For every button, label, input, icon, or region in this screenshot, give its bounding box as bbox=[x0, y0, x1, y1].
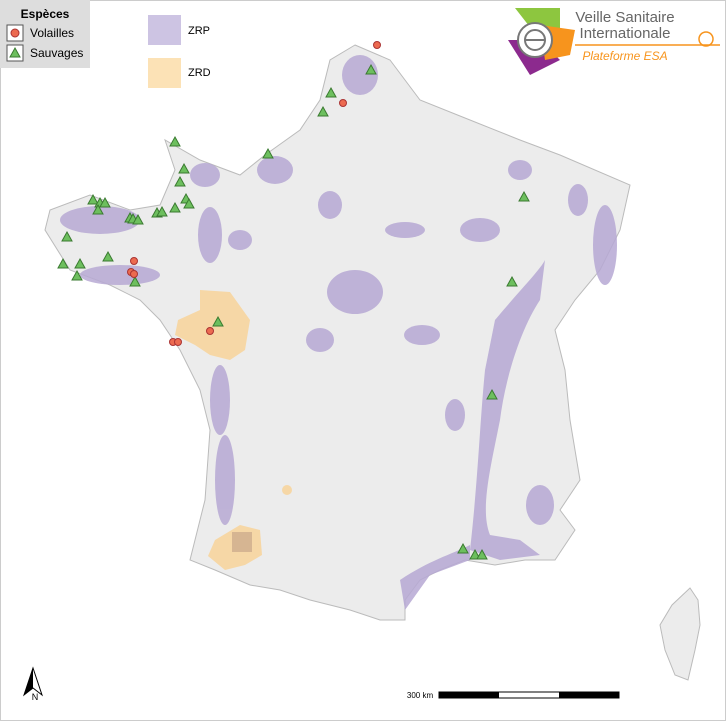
wild-bird-marker bbox=[87, 193, 99, 205]
wild-bird-marker bbox=[57, 257, 69, 269]
wild-bird-marker bbox=[518, 190, 530, 202]
zone-label: ZRP bbox=[188, 25, 210, 37]
wild-bird-marker bbox=[317, 105, 329, 117]
wild-bird-marker bbox=[156, 205, 168, 217]
wild-bird-marker bbox=[174, 175, 186, 187]
wild-bird-marker bbox=[183, 197, 195, 209]
overlap bbox=[232, 532, 252, 552]
wild-bird-marker bbox=[129, 275, 141, 287]
scale-bar bbox=[559, 692, 619, 698]
wild-bird-marker bbox=[71, 269, 83, 281]
logo-text: Internationale bbox=[580, 25, 671, 42]
wild-bird-marker bbox=[486, 388, 498, 400]
wild-bird-marker bbox=[74, 257, 86, 269]
poultry-marker bbox=[130, 270, 138, 278]
wild-bird-marker bbox=[476, 548, 488, 560]
legend-icon bbox=[10, 28, 20, 38]
wild-bird-marker bbox=[506, 275, 518, 287]
wild-bird-marker bbox=[365, 63, 377, 75]
wild-bird-marker bbox=[178, 162, 190, 174]
wild-bird-marker bbox=[457, 542, 469, 554]
wild-bird-marker bbox=[99, 196, 111, 208]
zone-swatch bbox=[148, 58, 181, 88]
zrp-zones bbox=[60, 55, 617, 610]
wild-bird-marker bbox=[212, 315, 224, 327]
legend-label: Sauvages bbox=[30, 46, 83, 60]
poultry-marker bbox=[206, 327, 214, 335]
wild-bird-marker bbox=[132, 213, 144, 225]
legend-title: Espèces bbox=[21, 7, 70, 21]
logo-text: Plateforme ESA bbox=[582, 49, 667, 63]
wild-bird-marker bbox=[262, 147, 274, 159]
poultry-marker bbox=[339, 99, 347, 107]
legend-label: Volailles bbox=[30, 26, 74, 40]
poultry-marker bbox=[130, 257, 138, 265]
corsica bbox=[659, 587, 701, 681]
north-arrow bbox=[24, 668, 33, 695]
logo-text: Veille Sanitaire bbox=[575, 9, 674, 26]
wild-bird-marker bbox=[61, 230, 73, 242]
poultry-marker bbox=[373, 41, 381, 49]
north-label: N bbox=[32, 692, 39, 702]
wild-bird-marker bbox=[92, 203, 104, 215]
scale-label: 300 km bbox=[407, 691, 434, 700]
zone-swatch bbox=[148, 15, 181, 45]
wild-bird-marker bbox=[469, 548, 481, 560]
logo: Veille Sanitaire Internationale Platefor… bbox=[508, 8, 720, 75]
wild-bird-marker bbox=[169, 201, 181, 213]
legend-icon bbox=[9, 46, 21, 58]
scale-bar bbox=[439, 692, 499, 698]
wild-bird-marker bbox=[325, 86, 337, 98]
zone-label: ZRD bbox=[188, 67, 211, 79]
wild-bird-marker bbox=[102, 250, 114, 262]
wild-bird-marker bbox=[169, 135, 181, 147]
poultry-marker bbox=[174, 338, 182, 346]
